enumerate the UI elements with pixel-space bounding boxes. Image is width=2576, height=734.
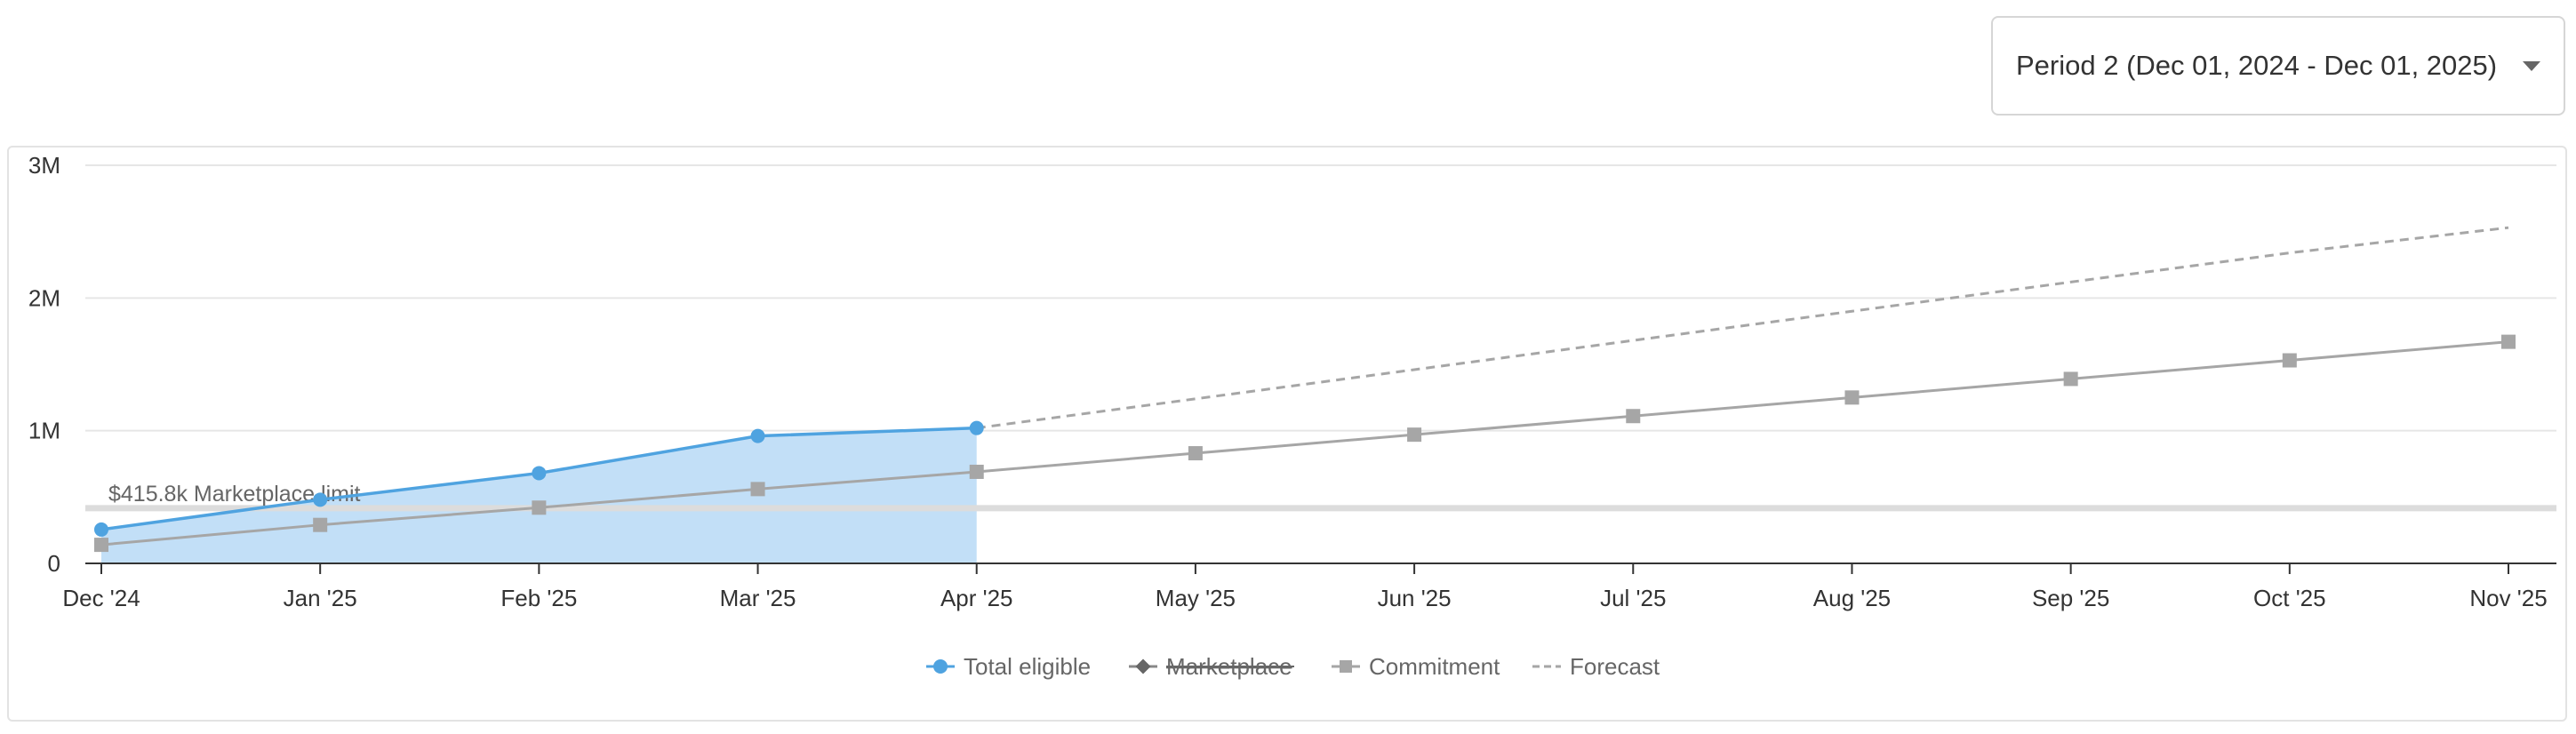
- x-tick-label: Sep '25: [2032, 585, 2109, 611]
- legend-commitment-label: Commitment: [1369, 653, 1500, 680]
- total-eligible-point: [750, 428, 765, 443]
- x-tick-label: Nov '25: [2469, 585, 2547, 611]
- commitment-point: [969, 464, 984, 479]
- legend-marketplace-marker: [1135, 658, 1151, 674]
- chevron-down-icon[interactable]: [2523, 61, 2540, 71]
- commitment-point: [2501, 334, 2516, 349]
- forecast-line: [976, 226, 2509, 430]
- legend-total-eligible-label: Total eligible: [964, 653, 1091, 680]
- commitment-point: [94, 538, 108, 553]
- commitment-point: [1407, 427, 1422, 443]
- x-tick-label: Jun '25: [1378, 585, 1452, 611]
- legend-total-eligible-marker: [933, 659, 948, 674]
- commitment-point: [313, 517, 328, 532]
- x-tick-label: Oct '25: [2253, 585, 2326, 611]
- commitment-line: [100, 340, 2509, 547]
- period-dropdown[interactable]: Period 2 (Dec 01, 2024 - Dec 01, 2025): [1991, 16, 2565, 116]
- x-tick-label: Feb '25: [500, 585, 577, 611]
- commitment-point: [2282, 353, 2297, 368]
- y-tick-label: 2M: [28, 284, 60, 311]
- commitment-point: [2063, 371, 2078, 387]
- x-tick-label: Dec '24: [62, 585, 140, 611]
- x-tick-label: Jul '25: [1600, 585, 1666, 611]
- y-tick-label: 1M: [28, 418, 60, 444]
- total-eligible-point: [969, 420, 984, 435]
- legend-commitment-marker: [1340, 660, 1352, 673]
- total-eligible-point: [94, 522, 108, 537]
- commitment-point: [1626, 409, 1641, 424]
- commitment-point: [1844, 390, 1860, 405]
- x-tick-label: May '25: [1156, 585, 1236, 611]
- y-tick-label: 3M: [28, 152, 60, 179]
- x-tick-label: Apr '25: [940, 585, 1013, 611]
- commitment-point: [750, 482, 765, 497]
- period-dropdown-label: Period 2 (Dec 01, 2024 - Dec 01, 2025): [2016, 50, 2498, 81]
- x-tick-label: Mar '25: [720, 585, 796, 611]
- total-eligible-point: [532, 466, 547, 481]
- x-tick-label: Jan '25: [284, 585, 357, 611]
- commitment-point: [532, 500, 547, 515]
- total-eligible-point: [313, 492, 328, 507]
- chart-panel: $415.8k Marketplace limit 0 1M 2M 3M Dec '24…: [7, 146, 2567, 722]
- commitment-point: [1188, 446, 1203, 461]
- x-tick-label: Aug '25: [1813, 585, 1891, 611]
- series-lines: [94, 226, 2516, 553]
- y-tick-label: 0: [48, 550, 60, 577]
- axes: 0 1M 2M 3M Dec '24 Jan '25 Feb '25 Mar '25 Apr '…: [28, 152, 2556, 611]
- grid-lines: [85, 164, 2556, 432]
- legend: Total eligible Marketplace Commitment Forec…: [926, 653, 1660, 680]
- legend-forecast-label: Forecast: [1570, 653, 1660, 680]
